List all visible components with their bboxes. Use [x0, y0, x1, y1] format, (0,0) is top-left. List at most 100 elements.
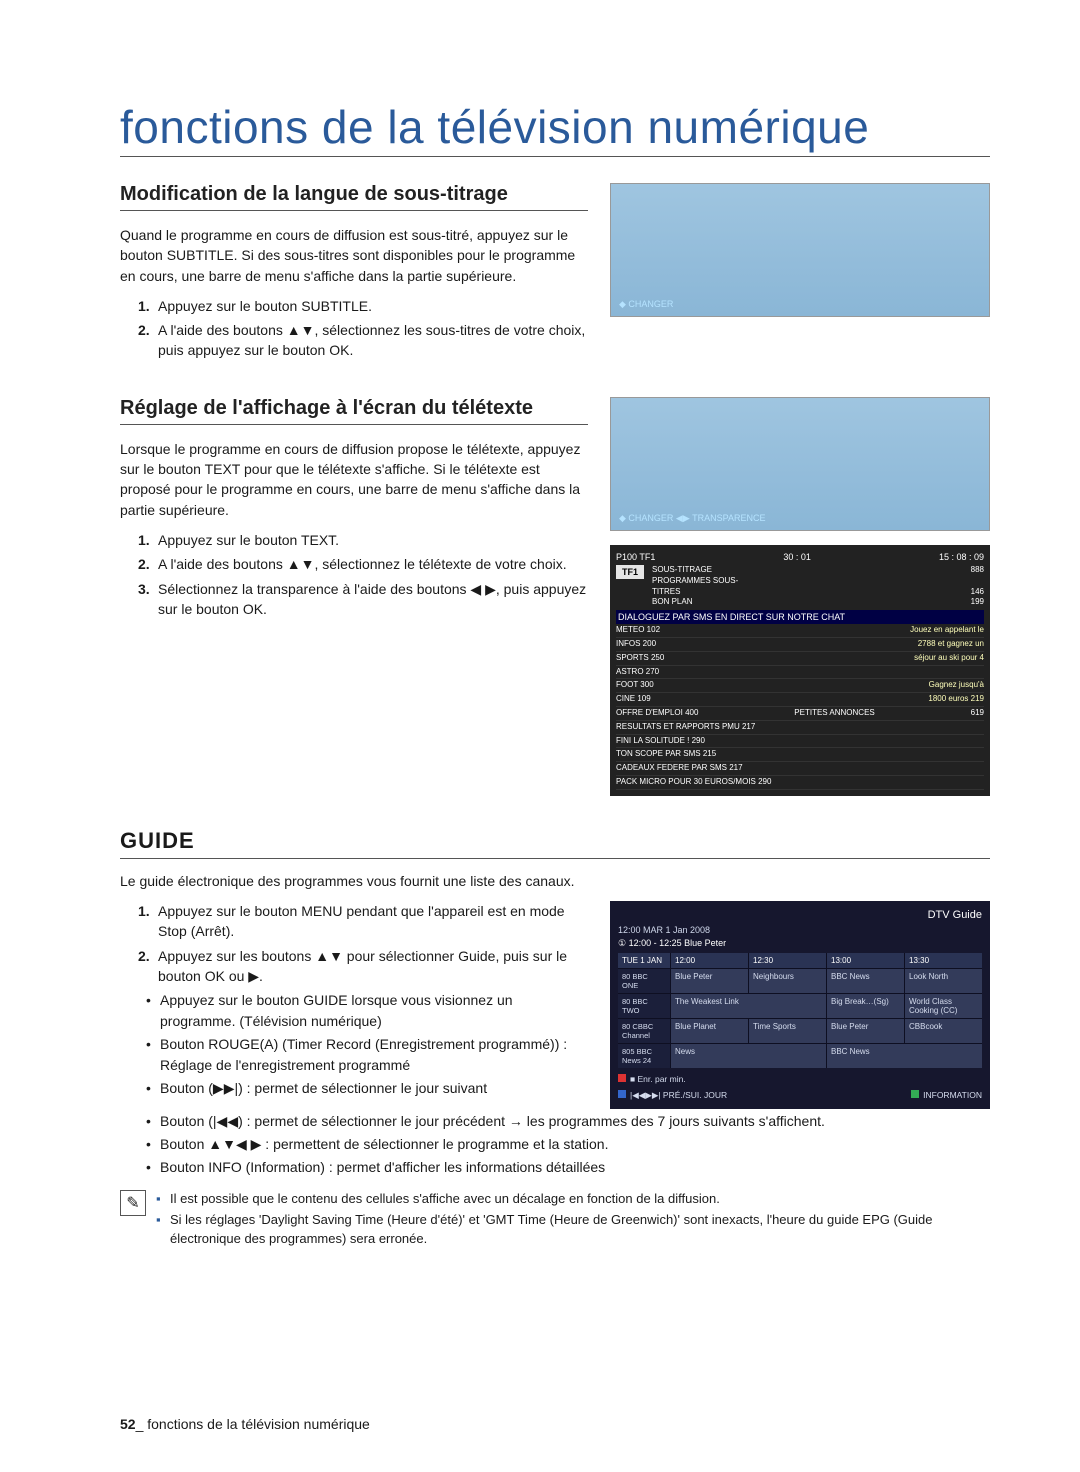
info-soustitrage: SOUS-TITRAGE — [652, 565, 712, 576]
info-bonplan-val: 199 — [971, 597, 984, 608]
epg-cell: Blue Peter — [827, 1019, 904, 1043]
info-hdr-left: P100 TF1 — [616, 551, 655, 563]
info-titres: TITRES — [652, 587, 680, 598]
epg-ch-bbctwo: 80 BBC TWO — [618, 994, 670, 1018]
page-number: 52 — [120, 1416, 136, 1432]
subtitle-step-1: Appuyez sur le bouton SUBTITLE. — [138, 296, 588, 316]
footer-text: _ fonctions de la télévision numérique — [136, 1416, 370, 1432]
info-astro: ASTRO 270 — [616, 667, 720, 678]
guide-heading: GUIDE — [120, 828, 990, 859]
epg-ch-news24: 805 BBC News 24 — [618, 1044, 670, 1068]
epg-cell: The Weakest Link — [671, 994, 826, 1018]
epg-foot-info: INFORMATION — [923, 1090, 982, 1100]
epg-cell: Neighbours — [749, 969, 826, 993]
epg-grid: TUE 1 JAN 12:00 12:30 13:00 13:30 80 BBC… — [618, 953, 982, 1068]
note-2: Si les réglages 'Daylight Saving Time (H… — [156, 1211, 990, 1249]
info-pack: PACK MICRO POUR 30 EUROS/MOIS 290 — [616, 776, 984, 790]
epg-cell: Look North — [905, 969, 982, 993]
info-banner: DIALOGUEZ PAR SMS EN DIRECT SUR NOTRE CH… — [616, 610, 984, 624]
info-resultats: RESULTATS ET RAPPORTS PMU 217 — [616, 721, 984, 735]
info-cine: CINE 109 — [616, 694, 720, 705]
manual-page: fonctions de la télévision numérique Mod… — [0, 0, 1080, 1472]
guide-bullet-2: Bouton ROUGE(A) (Timer Record (Enregistr… — [146, 1034, 588, 1076]
epg-col-1200: 12:00 — [671, 953, 748, 968]
guide-bullet-5: Bouton ▲▼◀ ▶ : permettent de sélectionne… — [146, 1134, 990, 1155]
section-guide: GUIDE Le guide électronique des programm… — [120, 828, 990, 1251]
note-1: Il est possible que le contenu des cellu… — [156, 1190, 990, 1209]
info-annonces: PETITES ANNONCES — [794, 708, 874, 719]
guide-bullet-1: Appuyez sur le bouton GUIDE lorsque vous… — [146, 990, 588, 1032]
section-subtitle-language: Modification de la langue de sous-titrag… — [120, 183, 990, 365]
epg-ch-bbcone: 80 BBC ONE — [618, 969, 670, 993]
info-meteo: METEO 102 — [616, 625, 720, 636]
info-promo-2: 2788 et gagnez un — [918, 639, 984, 650]
info-promo-6: 1800 euros 219 — [928, 694, 984, 705]
info-promo-5: Gagnez jusqu'à — [929, 680, 984, 691]
guide-bullet-3: Bouton (▶▶|) : permet de sélectionner le… — [146, 1078, 588, 1099]
teletext-step-1: Appuyez sur le bouton TEXT. — [138, 530, 588, 550]
info-cadeaux: CADEAUX FEDERE PAR SMS 217 — [616, 762, 984, 776]
info-logo: TF1 — [616, 565, 644, 579]
note-block: ✎ Il est possible que le contenu des cel… — [120, 1190, 990, 1251]
screenshot-teletext-osd: Télétexte FRA (Transparence:Arrêt) ◆ CHA… — [610, 397, 990, 531]
info-badge-icon — [911, 1090, 919, 1098]
teletext-intro: Lorsque le programme en cours de diffusi… — [120, 439, 588, 520]
subtitle-lang-heading: Modification de la langue de sous-titrag… — [120, 183, 588, 211]
info-annonces-val: 619 — [971, 708, 984, 719]
guide-step-1: Appuyez sur le bouton MENU pendant que l… — [138, 901, 588, 942]
epg-cell: Blue Peter — [671, 969, 748, 993]
epg-cell: News — [671, 1044, 826, 1068]
epg-date: 12:00 MAR 1 Jan 2008 — [618, 925, 982, 935]
info-soustitrage-val: 888 — [971, 565, 984, 576]
epg-ch-cbbc: 80 CBBC Channel — [618, 1019, 670, 1043]
subtitle-step-2: A l'aide des boutons ▲▼, sélectionnez le… — [138, 320, 588, 361]
note-icon: ✎ — [120, 1190, 146, 1216]
page-footer: 52_ fonctions de la télévision numérique — [120, 1416, 370, 1432]
teletext-step-3: Sélectionnez la transparence à l'aide de… — [138, 579, 588, 620]
info-sports: SPORTS 250 — [616, 653, 720, 664]
info-titres-val: 146 — [971, 587, 984, 598]
epg-cell: Blue Planet — [671, 1019, 748, 1043]
epg-cell: BBC News — [827, 969, 904, 993]
epg-cell: CBBcook — [905, 1019, 982, 1043]
info-solitude: FINI LA SOLITUDE ! 290 — [616, 735, 984, 749]
teletext-heading: Réglage de l'affichage à l'écran du télé… — [120, 397, 588, 425]
info-offre: OFFRE D'EMPLOI 400 — [616, 708, 698, 719]
info-scope: TON SCOPE PAR SMS 215 — [616, 748, 984, 762]
epg-col-1330: 13:30 — [905, 953, 982, 968]
blue-badge-icon — [618, 1090, 626, 1098]
info-foot: FOOT 300 — [616, 680, 720, 691]
info-hdr-right: 15 : 08 : 09 — [939, 551, 984, 563]
section-teletext: Réglage de l'affichage à l'écran du télé… — [120, 397, 990, 796]
epg-cell: Big Break…(Sg) — [827, 994, 904, 1018]
info-infos: INFOS 200 — [616, 639, 720, 650]
epg-col-1300: 13:00 — [827, 953, 904, 968]
guide-bullet-6: Bouton INFO (Information) : permet d'aff… — [146, 1157, 990, 1178]
guide-intro: Le guide électronique des programmes vou… — [120, 871, 990, 891]
epg-panel: DTV Guide 12:00 MAR 1 Jan 2008 ① 12:00 -… — [610, 901, 990, 1109]
osd-subtitle-bottom: ◆ CHANGER — [619, 299, 673, 310]
epg-cell: World Class Cooking (CC) — [905, 994, 982, 1018]
info-hdr-mid: 30 : 01 — [783, 551, 811, 563]
info-promo-1: Jouez en appelant le — [910, 625, 984, 636]
guide-bullet-4: Bouton (|◀◀) : permet de sélectionner le… — [146, 1111, 990, 1132]
osd-teletext-bottom: ◆ CHANGER ◀▶ TRANSPARENCE — [619, 513, 765, 524]
info-promo-3: séjour au ski pour 4 — [914, 653, 984, 664]
epg-col-day: TUE 1 JAN — [618, 953, 670, 968]
epg-cell: BBC News — [827, 1044, 982, 1068]
teletext-step-2: A l'aide des boutons ▲▼, sélectionnez le… — [138, 554, 588, 574]
red-badge-icon — [618, 1074, 626, 1082]
info-programmes: PROGRAMMES SOUS- — [652, 576, 984, 587]
teletext-info-panel: P100 TF1 30 : 01 15 : 08 : 09 TF1 SOUS-T… — [610, 545, 990, 796]
epg-title: DTV Guide — [618, 909, 982, 921]
guide-step-2: Appuyez sur les boutons ▲▼ pour sélectio… — [138, 946, 588, 987]
epg-foot-record: ■ Enr. par min. — [630, 1074, 686, 1084]
epg-current-prog: ① 12:00 - 12:25 Blue Peter — [618, 938, 982, 949]
screenshot-subtitle-osd: Sous-titre Arrêt ◆ CHANGER — [610, 183, 990, 317]
subtitle-lang-intro: Quand le programme en cours de diffusion… — [120, 225, 588, 286]
page-main-title: fonctions de la télévision numérique — [120, 100, 990, 157]
epg-cell: Time Sports — [749, 1019, 826, 1043]
epg-col-1230: 12:30 — [749, 953, 826, 968]
epg-foot-day: |◀◀▶▶| PRÉ./SUI. JOUR — [630, 1090, 727, 1100]
info-bonplan: BON PLAN — [652, 597, 692, 608]
